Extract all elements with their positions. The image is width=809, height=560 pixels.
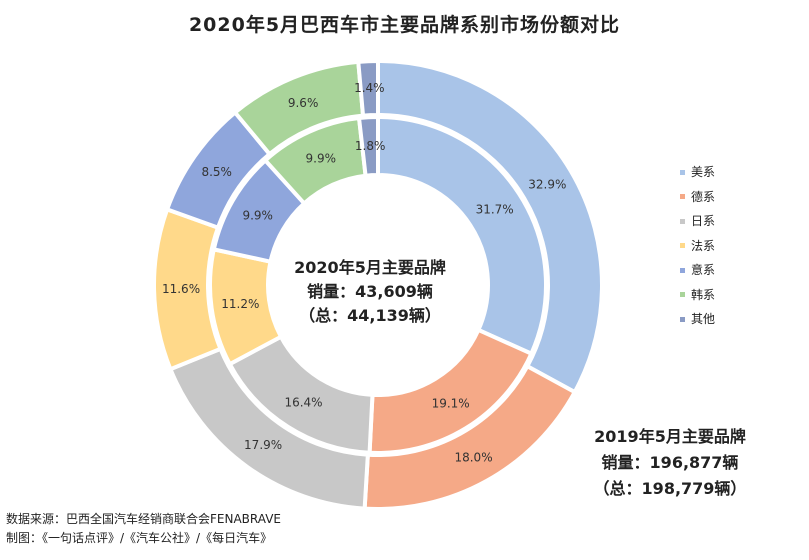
legend-item: 日系 [680,209,715,234]
source-note: 数据来源：巴西全国汽车经销商联合会FENABRAVE 制图：《一句话点评》/《汽… [6,510,281,548]
legend-label: 意系 [691,263,716,277]
outer-ring-label: 2019年5月主要品牌 销量：196,877辆 （总：198,779辆） [560,424,780,502]
outer-slice-label-5: 9.6% [288,96,319,110]
credit-line: 制图：《一句话点评》/《汽车公社》/《每日汽车》 [6,531,273,545]
legend-item: 其他 [680,307,715,332]
legend-swatch [680,218,685,224]
legend-swatch [680,243,685,249]
legend-item: 法系 [680,234,715,259]
legend-swatch [680,169,685,175]
legend-label: 美系 [691,165,716,179]
legend-item: 德系 [680,185,715,210]
outer-slice-label-2: 17.9% [244,438,282,452]
inner-slice-label-6: 1.8% [355,139,386,153]
legend-item: 韩系 [680,283,715,308]
outer-slice-label-3: 11.6% [162,282,200,296]
legend-item: 意系 [680,258,715,283]
outer-label-line2: 销量：196,877辆 [601,453,739,472]
inner-slice-label-3: 11.2% [221,297,259,311]
legend-label: 法系 [691,238,716,253]
outer-label-line3: （总：198,779辆） [593,479,747,498]
inner-slice-label-4: 9.9% [242,208,273,222]
legend-swatch [680,267,685,273]
center-label-line1: 2020年5月主要品牌 [294,258,446,277]
legend-label: 韩系 [691,287,716,302]
center-label-line2: 销量：43,609辆 [307,282,433,301]
source-line: 数据来源：巴西全国汽车经销商联合会FENABRAVE [6,512,281,526]
legend-swatch [680,316,685,322]
outer-slice-label-1: 18.0% [454,450,492,464]
center-label-line3: （总：44,139辆） [299,306,441,325]
outer-slice-label-0: 32.9% [528,177,566,191]
inner-slice-label-0: 31.7% [476,202,514,216]
legend-label: 德系 [691,189,716,204]
outer-slice-6 [356,58,380,118]
legend: 美系德系日系法系意系韩系其他 [680,160,715,332]
center-label: 2020年5月主要品牌 销量：43,609辆 （总：44,139辆） [270,256,470,328]
inner-slice-label-5: 9.9% [306,151,337,165]
outer-slice-label-4: 8.5% [201,165,232,179]
chart-title: 2020年5月巴西车市主要品牌系别市场份额对比 [188,14,621,36]
outer-slice-0 [376,58,604,395]
outer-label-line1: 2019年5月主要品牌 [594,427,746,446]
inner-slice-0 [376,114,548,357]
inner-slice-label-2: 16.4% [284,395,322,409]
outer-slice-label-6: 1.4% [354,81,385,95]
legend-swatch [680,292,685,298]
inner-slice-label-1: 19.1% [432,397,470,411]
legend-item: 美系 [680,160,715,185]
legend-swatch [680,194,685,200]
inner-slice-6 [356,114,380,178]
legend-label: 日系 [691,214,716,228]
legend-label: 其他 [691,312,716,326]
